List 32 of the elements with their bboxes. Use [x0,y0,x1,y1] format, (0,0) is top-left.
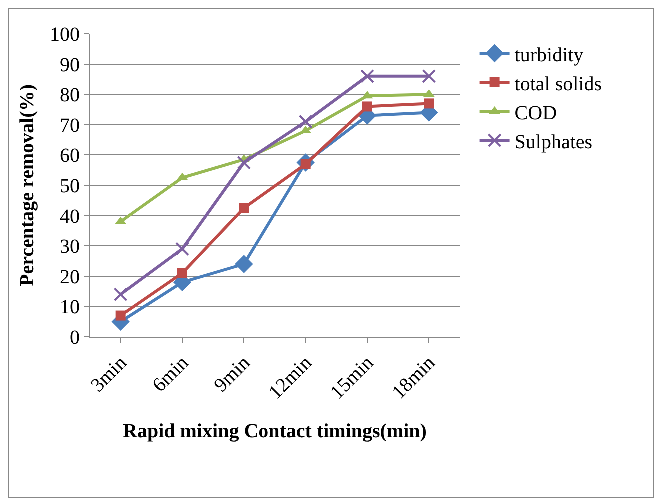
y-tick-label: 30 [60,236,80,258]
y-tick-label: 50 [60,176,80,198]
point [239,203,250,214]
legend-label: Sulphates [514,131,593,154]
point [114,288,128,302]
y-tick-label: 60 [60,145,80,168]
point [360,69,374,84]
legend-label: COD [514,102,558,124]
point [362,102,372,112]
y-tick-label: 100 [50,24,80,46]
y-axis-title: Percentage removal(%) [16,84,38,286]
point [176,242,190,256]
point [422,69,436,84]
legend-label: total solids [514,73,602,96]
y-tick-label: 70 [60,114,80,137]
y-tick-label: 90 [60,54,80,76]
point [237,156,252,170]
point [424,98,434,109]
point [298,114,313,129]
point [178,268,188,278]
y-tick-label: 20 [60,266,80,288]
y-tick-label: 0 [70,327,80,349]
point [235,255,254,274]
x-axis-title: Rapid mixing Contact timings(min) [123,420,427,442]
y-tick-label: 40 [60,206,80,228]
y-tick-label: 10 [60,296,80,319]
x-tick-label: 3min [86,352,132,397]
y-tick-label: 80 [60,84,80,107]
x-tick-label: 9min [210,352,255,397]
legend-label: turbidity [514,44,584,66]
point [116,310,126,321]
x-tick-label: 6min [148,352,194,397]
